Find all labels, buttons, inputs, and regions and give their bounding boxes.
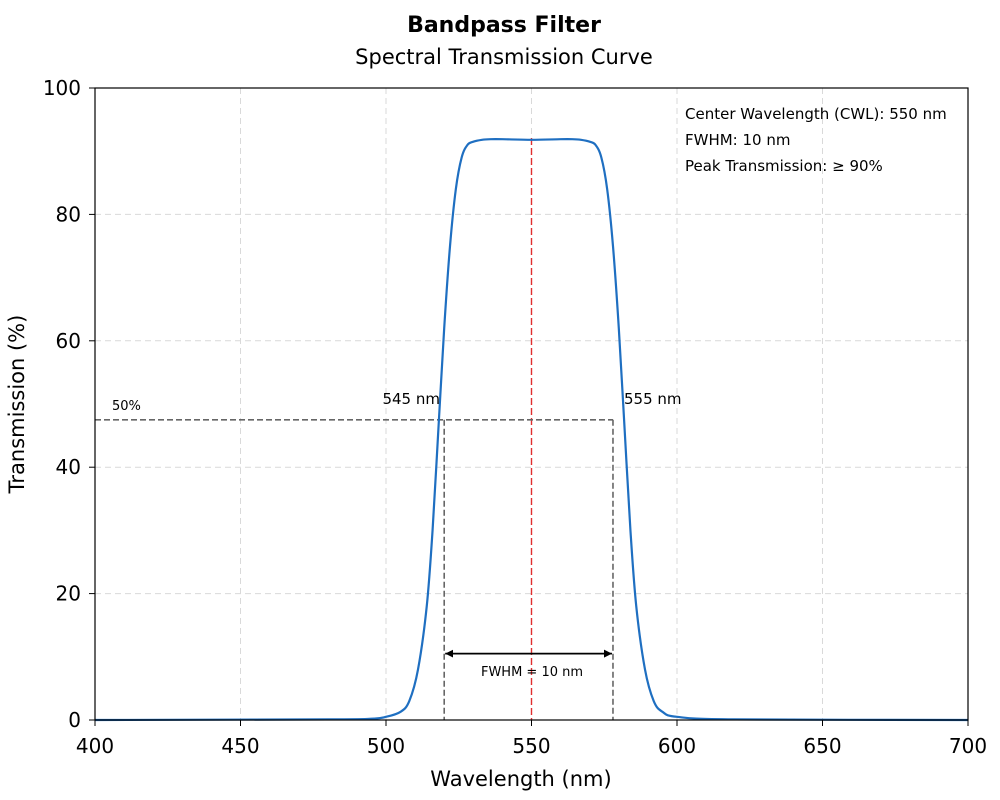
chart-subtitle: Spectral Transmission Curve <box>355 45 653 69</box>
reference-lines <box>95 138 614 720</box>
y-tick-label: 100 <box>43 76 81 100</box>
x-axis-ticks: 400 450 500 550 600 650 700 <box>76 720 987 758</box>
info-line-cwl: Center Wavelength (CWL): 550 nm <box>685 105 947 123</box>
y-tick-label: 80 <box>56 202 81 226</box>
x-tick-label: 600 <box>658 734 696 758</box>
y-tick-label: 0 <box>68 708 81 732</box>
x-tick-label: 400 <box>76 734 114 758</box>
x-tick-label: 500 <box>367 734 405 758</box>
left-edge-label: 545 nm <box>382 390 440 408</box>
grid-lines <box>95 88 968 720</box>
x-tick-label: 700 <box>949 734 987 758</box>
x-tick-label: 450 <box>221 734 259 758</box>
y-tick-label: 20 <box>56 582 81 606</box>
x-tick-label: 550 <box>512 734 550 758</box>
y-tick-label: 40 <box>56 455 81 479</box>
x-axis-label: Wavelength (nm) <box>430 767 611 791</box>
x-tick-label: 650 <box>803 734 841 758</box>
transmission-series-line <box>94 138 969 722</box>
chart-title: Bandpass Filter <box>407 13 601 38</box>
half-max-label: 50% <box>112 399 141 414</box>
info-box: Center Wavelength (CWL): 550 nm FWHM: 10… <box>685 105 947 175</box>
y-axis-label: Transmission (%) <box>5 315 29 495</box>
y-tick-label: 60 <box>56 329 81 353</box>
y-axis-ticks: 0 20 40 60 80 100 <box>43 76 95 732</box>
info-line-peak: Peak Transmission: ≥ 90% <box>685 157 883 175</box>
info-line-fwhm: FWHM: 10 nm <box>685 131 790 149</box>
series-layer <box>94 138 969 722</box>
fwhm-label: FWHM = 10 nm <box>481 665 583 680</box>
right-edge-label: 555 nm <box>624 390 682 408</box>
